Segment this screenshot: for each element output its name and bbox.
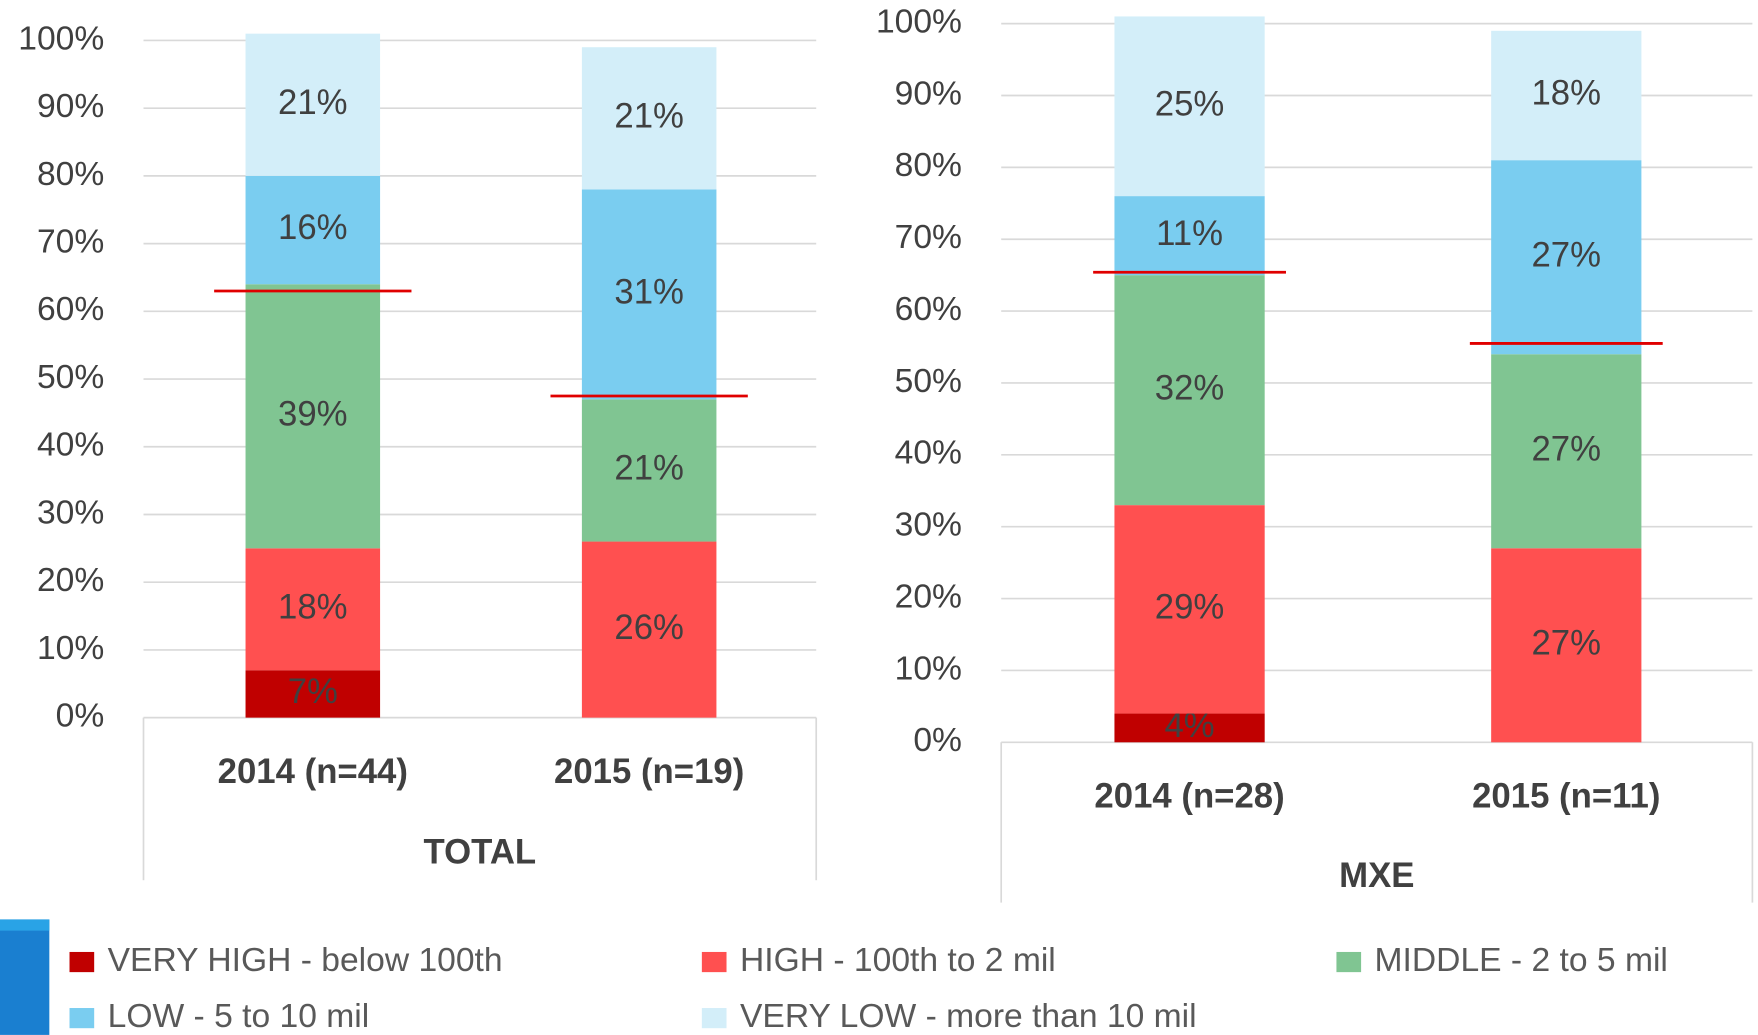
bar-segment — [1114, 713, 1265, 743]
y-tick-label: 80% — [37, 156, 104, 193]
bar-segment — [1114, 275, 1265, 506]
bar-segment — [1114, 16, 1265, 197]
y-tick-label: 60% — [37, 291, 104, 328]
legend-swatch — [701, 951, 727, 973]
bar-segment — [581, 541, 717, 718]
data-label: 26% — [614, 609, 684, 647]
data-label: 21% — [614, 450, 684, 488]
y-tick-label: 0% — [56, 698, 105, 735]
y-tick-label: 90% — [895, 75, 962, 112]
x-tick-label: 2015 (n=19) — [554, 753, 744, 791]
bar-segment — [1491, 30, 1642, 161]
data-label: 39% — [278, 395, 348, 433]
bar-segment — [1114, 505, 1265, 714]
y-tick-label: 80% — [895, 147, 962, 184]
legend-swatch — [1336, 951, 1362, 973]
data-label: 7% — [288, 673, 338, 711]
legend-label: LOW - 5 to 10 mil — [108, 998, 370, 1035]
legend-swatch — [69, 951, 95, 973]
data-label: 29% — [1155, 589, 1225, 627]
legend-label: VERY LOW - more than 10 mil — [740, 998, 1197, 1035]
x-axis-label: TOTAL — [424, 834, 537, 872]
data-label: 27% — [1531, 624, 1601, 662]
y-tick-label: 40% — [37, 427, 104, 464]
bar-segment — [245, 548, 381, 671]
data-label: 18% — [278, 588, 348, 626]
y-tick-label: 0% — [913, 722, 962, 759]
y-tick-label: 10% — [37, 630, 104, 667]
bar-segment — [1491, 548, 1642, 743]
x-tick-label: 2014 (n=44) — [218, 753, 408, 791]
legend-label: MIDDLE - 2 to 5 mil — [1375, 942, 1668, 979]
bar-segment — [245, 670, 381, 718]
y-tick-label: 20% — [895, 578, 962, 615]
bar-segment — [1114, 196, 1265, 276]
data-label: 25% — [1155, 85, 1225, 123]
bar-segment — [245, 284, 381, 549]
x-tick-label: 2014 (n=28) — [1094, 778, 1284, 816]
y-tick-label: 20% — [37, 562, 104, 599]
legend-swatch — [69, 1008, 95, 1029]
data-label: 18% — [1531, 75, 1601, 113]
corner-decoration — [0, 919, 50, 931]
legend-label: HIGH - 100th to 2 mil — [740, 942, 1056, 979]
legend-swatch — [701, 1008, 727, 1029]
bar-segment — [245, 175, 381, 285]
y-tick-label: 30% — [895, 507, 962, 544]
y-tick-label: 70% — [895, 219, 962, 256]
x-tick-label: 2015 (n=11) — [1472, 778, 1660, 816]
data-label: 11% — [1156, 215, 1223, 253]
y-tick-label: 60% — [895, 291, 962, 328]
y-tick-label: 70% — [37, 223, 104, 260]
data-label: 31% — [614, 274, 684, 312]
x-axis-label: MXE — [1339, 857, 1414, 895]
data-label: 16% — [278, 209, 348, 247]
bar-segment — [581, 189, 717, 400]
y-tick-label: 90% — [37, 88, 104, 125]
bar-segment — [245, 33, 381, 176]
y-tick-label: 100% — [876, 4, 962, 41]
data-label: 27% — [1531, 236, 1601, 274]
data-label: 32% — [1155, 369, 1225, 407]
y-tick-label: 40% — [895, 435, 962, 472]
data-label: 27% — [1531, 430, 1601, 468]
bar-segment — [581, 399, 717, 542]
data-label: 21% — [278, 84, 348, 122]
y-tick-label: 100% — [18, 20, 104, 57]
y-tick-label: 30% — [37, 494, 104, 531]
corner-decoration — [0, 919, 50, 1035]
y-tick-label: 10% — [895, 650, 962, 687]
legend-label: VERY HIGH - below 100th — [108, 942, 503, 979]
y-tick-label: 50% — [37, 359, 104, 396]
bar-segment — [581, 47, 717, 190]
data-label: 21% — [614, 97, 684, 135]
y-tick-label: 50% — [895, 363, 962, 400]
bar-segment — [1491, 354, 1642, 549]
bar-segment — [1491, 160, 1642, 355]
